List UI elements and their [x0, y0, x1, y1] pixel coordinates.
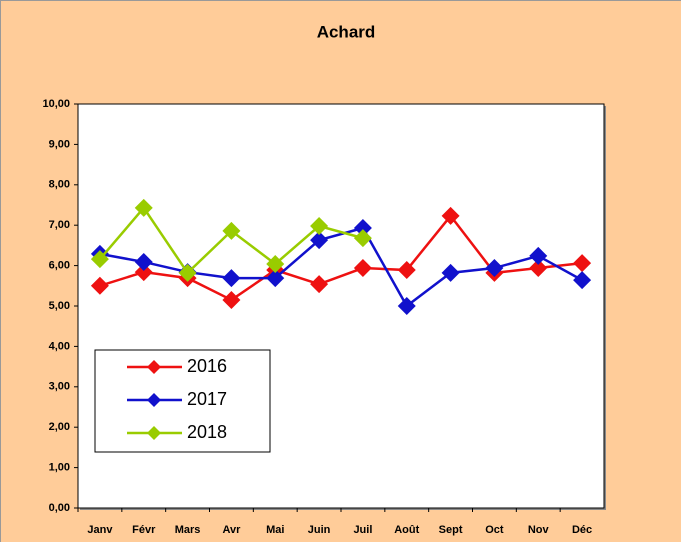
- point-marker: [134, 263, 153, 282]
- legend-marker: [147, 393, 161, 407]
- y-tick-label: 8,00: [49, 179, 70, 191]
- x-tick-label: Juin: [308, 524, 331, 536]
- y-tick-label: 3,00: [49, 381, 70, 393]
- point-marker: [573, 254, 592, 273]
- y-tick-label: 6,00: [49, 260, 70, 272]
- x-tick-label: Juil: [353, 524, 372, 536]
- point-marker: [222, 290, 241, 309]
- point-marker: [441, 206, 460, 225]
- point-marker: [353, 259, 372, 278]
- point-marker: [222, 221, 241, 240]
- point-marker: [134, 252, 153, 271]
- x-tick-label: Janv: [87, 524, 113, 536]
- y-tick-label: 5,00: [49, 300, 70, 312]
- point-marker: [134, 198, 153, 217]
- x-tick-label: Mars: [175, 524, 201, 536]
- x-tick-label: Mai: [266, 524, 284, 536]
- y-tick-label: 4,00: [49, 340, 70, 352]
- y-tick-label: 7,00: [49, 219, 70, 231]
- point-marker: [266, 254, 285, 273]
- point-marker: [310, 275, 329, 294]
- legend-label: 2017: [187, 389, 227, 409]
- point-marker: [90, 250, 109, 269]
- point-marker: [529, 259, 548, 278]
- point-marker: [485, 259, 504, 278]
- y-tick-label: 2,00: [49, 421, 70, 433]
- y-tick-label: 1,00: [49, 462, 70, 474]
- point-marker: [266, 269, 285, 288]
- legend-label: 2018: [187, 422, 227, 442]
- x-tick-label: Sept: [439, 524, 463, 536]
- point-marker: [310, 217, 329, 236]
- point-marker: [310, 231, 329, 250]
- x-tick-label: Févr: [132, 524, 156, 536]
- point-marker: [441, 263, 460, 282]
- x-tick-label: Août: [394, 524, 419, 536]
- point-marker: [573, 271, 592, 290]
- chart-title: Achard: [317, 22, 376, 41]
- x-tick-label: Oct: [485, 524, 504, 536]
- y-tick-label: 0,00: [49, 502, 70, 514]
- legend-marker: [147, 360, 161, 374]
- point-marker: [529, 246, 548, 265]
- legend-marker: [147, 426, 161, 440]
- point-marker: [178, 263, 197, 282]
- point-marker: [397, 297, 416, 315]
- point-marker: [397, 261, 416, 280]
- x-tick-label: Avr: [222, 524, 241, 536]
- y-tick-label: 10,00: [42, 98, 70, 110]
- point-marker: [353, 219, 372, 238]
- point-marker: [353, 229, 372, 248]
- x-tick-label: Déc: [572, 524, 592, 536]
- legend-box: [94, 349, 271, 453]
- point-marker: [222, 269, 241, 288]
- point-marker: [90, 276, 109, 295]
- x-tick-label: Nov: [528, 524, 550, 536]
- y-tick-label: 9,00: [49, 138, 70, 150]
- legend-label: 2016: [187, 356, 227, 376]
